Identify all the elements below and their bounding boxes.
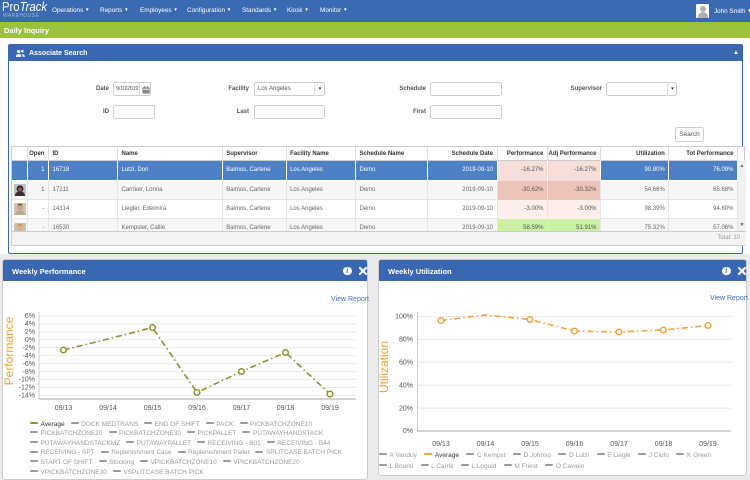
svg-text:0%: 0% xyxy=(25,337,35,344)
svg-text:09/15: 09/15 xyxy=(144,405,162,412)
svg-text:80%: 80% xyxy=(399,337,413,344)
svg-text:Performance: Performance xyxy=(2,316,16,385)
svg-text:09/19: 09/19 xyxy=(321,405,339,412)
svg-text:-2%: -2% xyxy=(23,345,35,352)
svg-text:-8%: -8% xyxy=(23,369,35,376)
svg-text:09/18: 09/18 xyxy=(655,441,673,448)
svg-text:4%: 4% xyxy=(25,321,35,328)
svg-text:2%: 2% xyxy=(25,329,35,336)
svg-text:09/18: 09/18 xyxy=(277,405,295,412)
svg-text:09/17: 09/17 xyxy=(233,405,251,412)
svg-text:09/19: 09/19 xyxy=(699,441,717,448)
svg-text:100%: 100% xyxy=(395,314,413,321)
svg-text:Utilization: Utilization xyxy=(378,341,391,393)
svg-text:09/13: 09/13 xyxy=(432,441,450,448)
svg-text:09/14: 09/14 xyxy=(477,441,495,448)
svg-text:09/14: 09/14 xyxy=(99,405,117,412)
svg-text:40%: 40% xyxy=(399,382,413,389)
svg-text:09/16: 09/16 xyxy=(566,441,584,448)
svg-text:-14%: -14% xyxy=(19,393,35,400)
svg-text:09/17: 09/17 xyxy=(610,441,628,448)
svg-text:09/13: 09/13 xyxy=(55,405,73,412)
svg-text:09/15: 09/15 xyxy=(521,441,539,448)
svg-text:-4%: -4% xyxy=(23,353,35,360)
svg-text:20%: 20% xyxy=(399,405,413,412)
svg-text:60%: 60% xyxy=(399,360,413,367)
svg-text:09/16: 09/16 xyxy=(188,405,206,412)
svg-text:0%: 0% xyxy=(403,428,413,435)
svg-text:-12%: -12% xyxy=(19,385,35,392)
svg-text:-10%: -10% xyxy=(19,377,35,384)
svg-text:-6%: -6% xyxy=(23,361,35,368)
svg-text:6%: 6% xyxy=(25,313,35,320)
